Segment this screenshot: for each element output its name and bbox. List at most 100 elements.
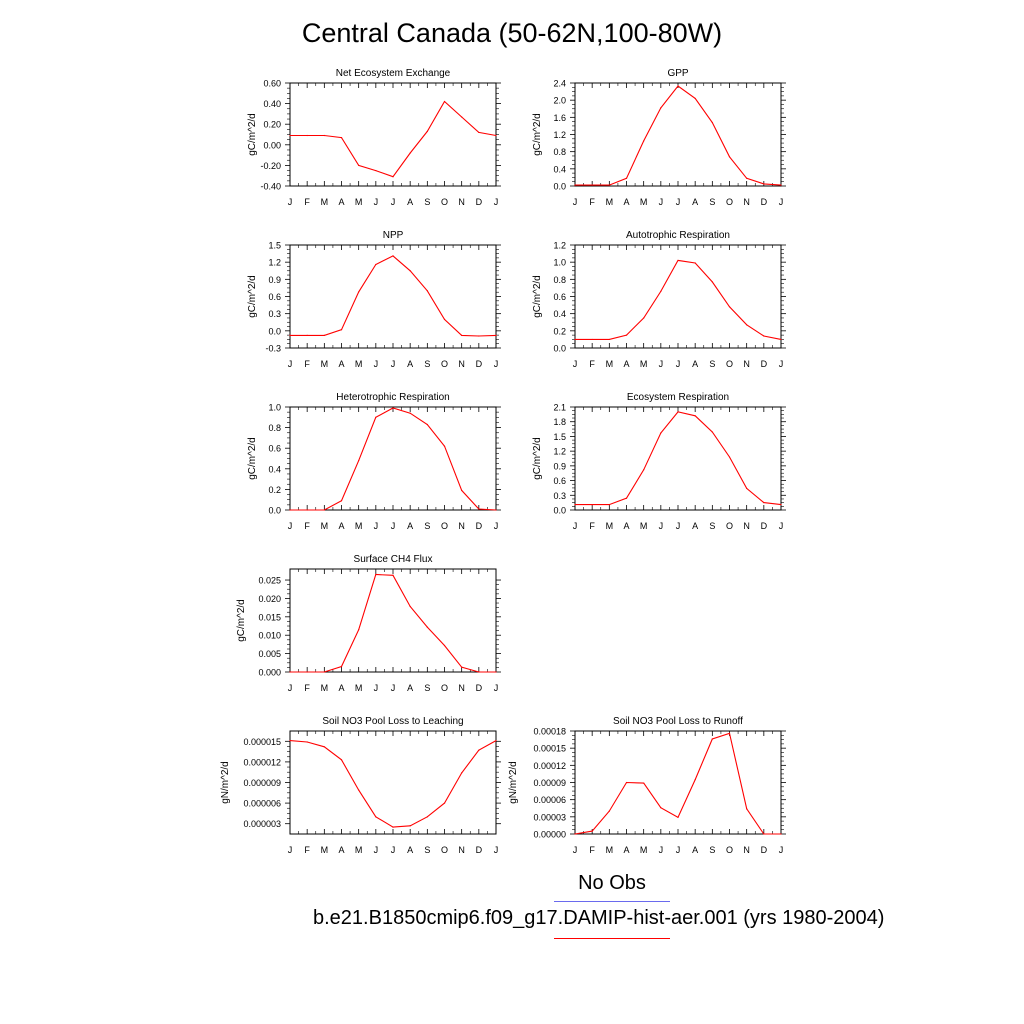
data-point xyxy=(711,738,713,740)
x-tick-label: A xyxy=(407,845,413,855)
y-tick-label: 0.00003 xyxy=(533,812,566,822)
y-tick-label: 0.010 xyxy=(258,631,281,641)
data-point xyxy=(780,184,782,186)
data-point xyxy=(375,416,377,418)
x-tick-label: J xyxy=(288,683,293,693)
x-tick-label: J xyxy=(374,683,379,693)
plot-frame xyxy=(574,730,782,835)
x-tick-label: J xyxy=(288,197,293,207)
y-axis-label: gC/m^2/d xyxy=(247,275,258,318)
data-point xyxy=(478,749,480,751)
x-tick-label: N xyxy=(743,845,750,855)
x-tick-label: J xyxy=(494,359,499,369)
x-tick-label: J xyxy=(391,521,396,531)
data-point xyxy=(495,509,497,511)
x-tick-label: A xyxy=(623,359,629,369)
data-point xyxy=(461,666,463,668)
plot-frame xyxy=(574,82,782,187)
data-point xyxy=(677,411,679,413)
data-point xyxy=(426,816,428,818)
x-tick-label: M xyxy=(606,359,614,369)
y-tick-label: 2.4 xyxy=(553,79,566,89)
data-point xyxy=(358,459,360,462)
legend-model-line xyxy=(554,938,670,939)
plot-frame xyxy=(289,244,497,349)
x-tick-label: J xyxy=(391,359,396,369)
data-point xyxy=(591,830,593,832)
data-point xyxy=(763,335,765,337)
x-tick-label: N xyxy=(743,197,750,207)
data-point xyxy=(591,338,593,341)
series-line xyxy=(290,573,496,673)
y-tick-label: 0.0 xyxy=(553,182,566,192)
data-point xyxy=(746,324,748,326)
x-tick-label: F xyxy=(589,521,595,531)
data-point xyxy=(358,789,360,791)
data-point xyxy=(443,445,446,447)
y-tick-label: -0.20 xyxy=(260,161,281,171)
y-tick-label: 0.00015 xyxy=(533,744,566,754)
chart-title: NPP xyxy=(383,230,404,241)
y-tick-label: 1.2 xyxy=(553,447,566,457)
y-tick-label: 0.000006 xyxy=(243,799,281,809)
x-tick-label: A xyxy=(692,359,698,369)
data-point xyxy=(625,781,628,784)
data-point xyxy=(340,136,343,139)
data-point xyxy=(358,291,360,293)
x-tick-label: J xyxy=(374,359,379,369)
x-tick-label: O xyxy=(441,197,448,207)
chart-title: Ecosystem Respiration xyxy=(627,392,729,403)
data-point xyxy=(289,740,291,742)
data-point xyxy=(323,509,325,511)
x-tick-label: S xyxy=(709,521,715,531)
data-point xyxy=(746,177,748,179)
y-tick-label: 0.0 xyxy=(268,326,281,336)
x-tick-label: J xyxy=(659,845,664,855)
data-point xyxy=(306,334,308,337)
x-tick-label: A xyxy=(338,683,344,693)
data-point xyxy=(643,469,645,471)
x-tick-label: J xyxy=(391,197,396,207)
data-point xyxy=(728,306,731,308)
x-tick-label: N xyxy=(743,521,750,531)
y-axis-label: gC/m^2/d xyxy=(247,113,258,156)
x-tick-label: M xyxy=(640,197,648,207)
x-tick-label: M xyxy=(640,521,648,531)
x-tick-label: N xyxy=(743,359,750,369)
x-tick-label: M xyxy=(321,845,329,855)
x-tick-label: F xyxy=(589,359,595,369)
x-tick-label: N xyxy=(458,359,465,369)
y-tick-label: 1.2 xyxy=(268,258,281,268)
x-tick-label: J xyxy=(659,197,664,207)
y-axis-label: gC/m^2/d xyxy=(532,275,543,318)
x-tick-label: S xyxy=(424,197,430,207)
x-tick-label: M xyxy=(321,521,329,531)
series-line xyxy=(289,740,497,828)
x-tick-label: J xyxy=(659,521,664,531)
data-point xyxy=(677,85,679,87)
page-title: Central Canada (50-62N,100-80W) xyxy=(301,18,723,48)
data-point xyxy=(660,107,662,109)
data-point xyxy=(392,826,394,828)
data-point xyxy=(608,184,610,186)
chart-title: Net Ecosystem Exchange xyxy=(336,68,451,79)
x-tick-label: S xyxy=(709,197,715,207)
plot-frame xyxy=(289,82,497,187)
y-tick-label: 1.8 xyxy=(553,417,566,427)
x-tick-label: J xyxy=(374,845,379,855)
data-point xyxy=(375,816,377,818)
y-tick-label: 0.0 xyxy=(268,506,281,516)
data-point xyxy=(608,504,610,506)
data-point xyxy=(409,270,411,272)
data-point xyxy=(461,334,463,337)
data-point xyxy=(574,504,576,506)
y-tick-label: 0.60 xyxy=(263,79,281,89)
x-tick-label: A xyxy=(692,197,698,207)
x-tick-label: A xyxy=(338,197,344,207)
